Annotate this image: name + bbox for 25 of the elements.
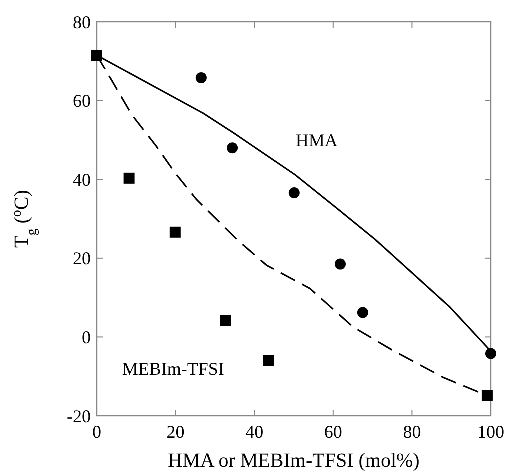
point: [486, 348, 496, 360]
y-tick-label: 40: [73, 170, 91, 190]
annotation: MEBIm-TFSI: [122, 359, 224, 380]
point: [357, 307, 368, 318]
x-tick-label: 40: [246, 422, 264, 442]
x-tick-label: 100: [478, 422, 504, 442]
annotation: HMA: [296, 130, 338, 150]
point: [227, 142, 238, 154]
y-tick-label: 20: [73, 248, 91, 269]
point: [170, 226, 181, 238]
point: [263, 355, 274, 366]
y-tick-label: 80: [73, 12, 91, 32]
point: [124, 172, 135, 184]
x-axis-title: HMA or MEBIm-TFSI (mol%): [168, 450, 420, 472]
point: [220, 315, 232, 326]
x-tick-label: 60: [324, 422, 342, 442]
point: [288, 187, 300, 198]
y-tick-label: 0: [82, 328, 91, 348]
y-tick-label: -20: [67, 406, 91, 426]
y-tick-label: 60: [73, 91, 91, 112]
x-tick-label: 80: [403, 422, 422, 442]
point: [482, 390, 493, 402]
x-tick-label: 20: [166, 422, 185, 442]
point: [334, 258, 346, 270]
point: [196, 72, 207, 84]
